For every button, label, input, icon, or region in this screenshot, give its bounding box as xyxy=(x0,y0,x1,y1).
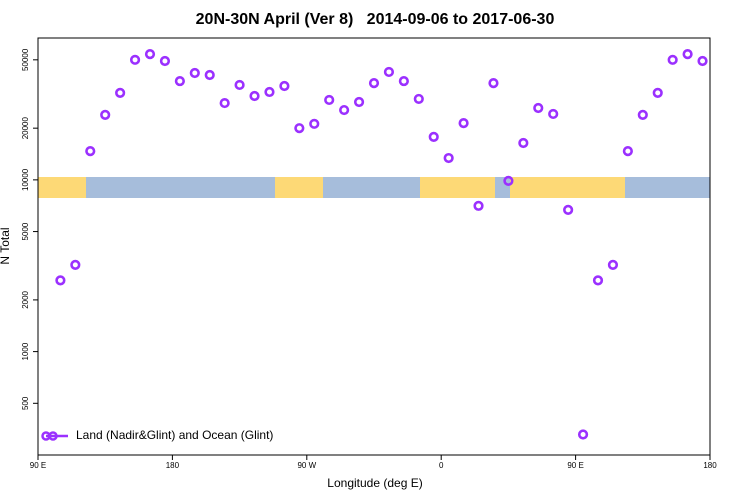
y-tick-label: 2000 xyxy=(21,290,30,308)
point xyxy=(533,102,544,114)
y-axis-label: N Total xyxy=(0,227,12,264)
point xyxy=(70,259,81,270)
point xyxy=(234,79,245,91)
y-tick-label: 20000 xyxy=(21,116,30,139)
point xyxy=(353,96,365,108)
point xyxy=(607,259,619,270)
point xyxy=(667,54,678,65)
point xyxy=(55,275,66,286)
point xyxy=(85,146,96,157)
point xyxy=(219,97,230,109)
land-patch xyxy=(420,177,495,198)
point xyxy=(637,109,648,120)
legend-marker xyxy=(48,431,58,441)
point xyxy=(577,429,589,440)
x-tick-label: 90 E xyxy=(567,461,583,470)
point xyxy=(339,104,350,116)
point xyxy=(443,152,454,164)
x-tick-label: 90 E xyxy=(30,461,46,470)
point xyxy=(682,48,693,60)
point xyxy=(398,75,409,87)
land-patch xyxy=(38,177,86,198)
x-tick-label: 90 W xyxy=(297,461,316,470)
point xyxy=(488,77,499,89)
point xyxy=(159,55,171,67)
point xyxy=(264,86,275,98)
point xyxy=(697,55,708,67)
map-strip xyxy=(38,177,710,198)
x-tick-label: 0 xyxy=(439,461,444,470)
point xyxy=(100,109,111,120)
x-axis-label: Longitude (deg E) xyxy=(327,476,422,490)
point xyxy=(189,67,200,79)
point xyxy=(413,93,424,105)
point xyxy=(548,108,559,120)
y-tick-label: 1000 xyxy=(21,342,30,360)
plot-frame xyxy=(37,37,711,456)
point xyxy=(592,275,604,286)
point xyxy=(115,87,126,98)
point xyxy=(428,131,439,142)
y-tick-label: 10000 xyxy=(21,168,30,191)
point xyxy=(622,146,633,157)
y-tick-label: 5000 xyxy=(21,222,30,240)
legend-label: Land (Nadir&Glint) and Ocean (Glint) xyxy=(76,428,273,442)
point xyxy=(309,118,320,129)
point xyxy=(563,204,574,215)
point xyxy=(458,118,469,129)
point xyxy=(129,54,141,65)
point xyxy=(204,69,215,81)
y-tick-label: 50000 xyxy=(21,48,30,71)
x-tick-label: 180 xyxy=(703,461,717,470)
point xyxy=(279,80,290,92)
y-tick-label: 500 xyxy=(21,396,30,410)
point xyxy=(503,175,514,186)
point xyxy=(473,200,484,211)
x-tick-label: 180 xyxy=(166,461,180,470)
point xyxy=(174,75,185,87)
point xyxy=(294,123,305,134)
point xyxy=(324,94,335,106)
point xyxy=(249,90,260,102)
land-patch xyxy=(510,177,625,198)
point xyxy=(144,48,156,60)
point xyxy=(368,77,380,89)
point xyxy=(652,87,663,98)
point xyxy=(383,66,395,78)
chart-title: 20N-30N April (Ver 8) 2014-09-06 to 2017… xyxy=(196,11,555,28)
land-patch xyxy=(275,177,323,198)
point xyxy=(518,137,529,149)
